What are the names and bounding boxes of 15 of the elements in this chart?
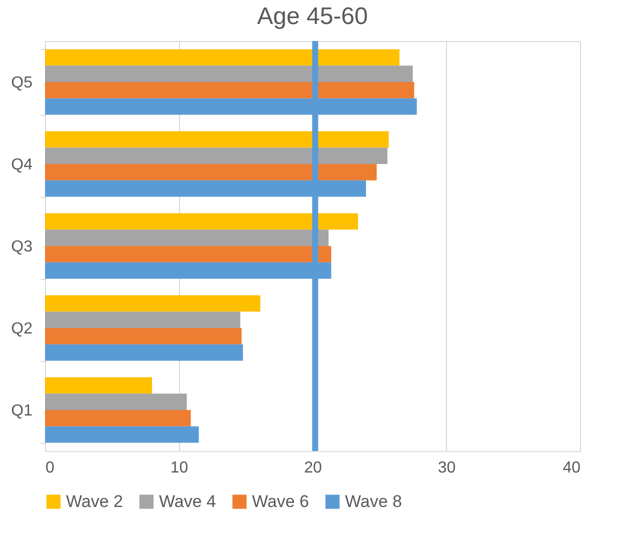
legend-label: Wave 4 [159,492,216,511]
x-tick-label: 30 [438,460,456,476]
y-tick-label: Q1 [11,402,33,420]
chart-title: Age 45-60 [257,3,368,30]
y-tick-label: Q3 [11,238,33,256]
x-tick-label: 10 [170,460,188,476]
x-tick-label: 20 [304,460,322,476]
legend-label: Wave 2 [66,492,124,511]
legend-label: Wave 6 [252,492,310,511]
y-tick-label: Q5 [11,74,33,92]
x-tick-label: 40 [562,460,581,476]
y-tick-label: Q2 [11,320,33,338]
legend-label: Wave 8 [345,492,402,511]
x-tick-label: 0 [46,460,54,476]
y-tick-label: Q4 [11,156,33,174]
